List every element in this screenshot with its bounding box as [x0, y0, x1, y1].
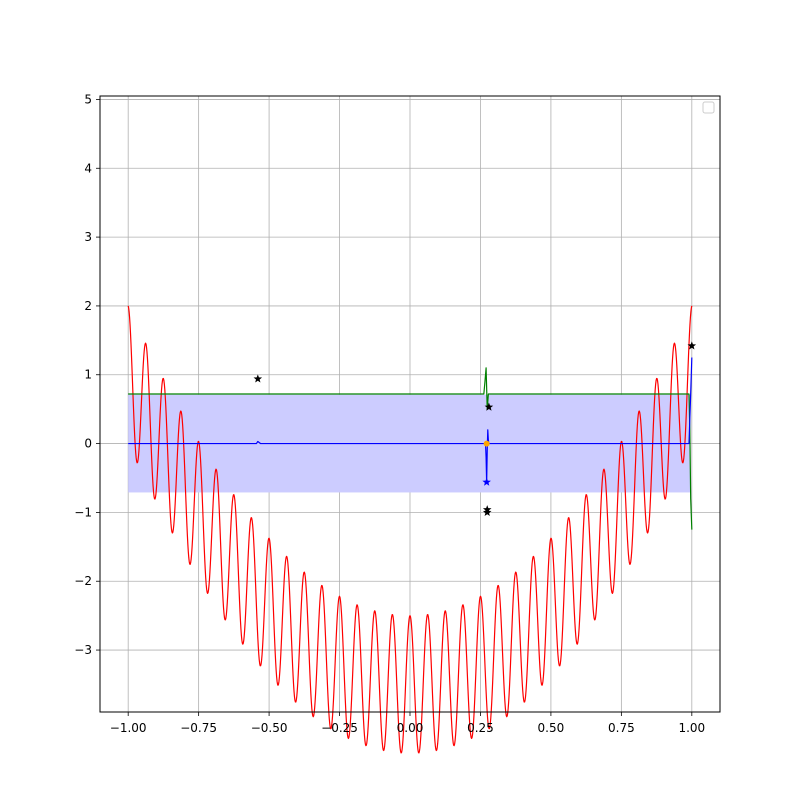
y-tick-label: 3 — [84, 230, 92, 244]
x-tick-label: −1.00 — [110, 721, 147, 735]
star-marker — [687, 341, 697, 350]
markers — [253, 341, 697, 517]
y-tick-label: −2 — [74, 574, 92, 588]
star-marker — [253, 374, 263, 383]
y-tick-label: 4 — [84, 161, 92, 175]
y-tick-label: −3 — [74, 643, 92, 657]
y-tick-label: 5 — [84, 92, 92, 106]
series-line-0 — [127, 305, 693, 754]
x-tick-label: −0.75 — [180, 721, 217, 735]
dot-marker — [483, 440, 490, 447]
axes: −1.00 −0.75 −0.50 −0.25 0.00 0.25 0.50 0.75 1.00… — [74, 92, 721, 735]
legend — [702, 101, 715, 114]
y-tick-label: −1 — [74, 505, 92, 519]
x-tick-label: −0.25 — [321, 721, 358, 735]
x-tick-label: 1.00 — [678, 721, 705, 735]
x-tick-label: 0.25 — [467, 721, 494, 735]
series-lines — [127, 305, 693, 754]
star-marker — [482, 507, 492, 517]
legend-box — [702, 101, 715, 114]
x-tick-label: 0.50 — [538, 721, 565, 735]
y-tick-label: 0 — [84, 437, 92, 451]
series-line-1 — [128, 367, 693, 530]
series-line-2 — [128, 357, 693, 484]
x-tick-label: 0.00 — [397, 721, 424, 735]
x-tick-label: −0.50 — [251, 721, 288, 735]
y-tick-label: 2 — [84, 299, 92, 313]
star-marker — [482, 477, 491, 486]
y-tick-label: 1 — [84, 368, 92, 382]
x-tick-label: 0.75 — [608, 721, 635, 735]
star-marker — [484, 402, 494, 411]
